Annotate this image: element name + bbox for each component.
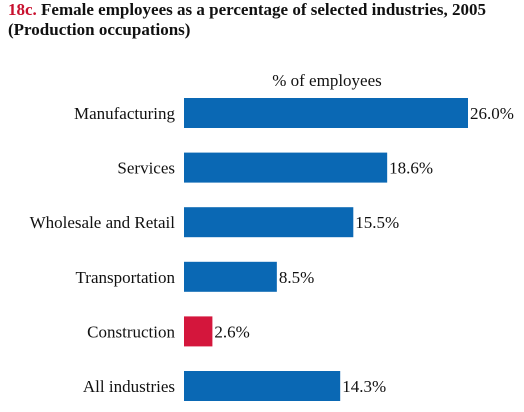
bar-manufacturing (184, 98, 468, 128)
chart-title-text: Female employees as a percentage of sele… (41, 0, 486, 19)
value-label-wholesale-and-retail: 15.5% (355, 213, 399, 232)
bar-construction (184, 316, 213, 347)
bar-services (184, 152, 388, 183)
value-label-services: 18.6% (389, 159, 433, 178)
bar-transportation (184, 261, 277, 292)
category-label-wholesale-and-retail: Wholesale and Retail (30, 213, 176, 232)
chart-number: 18c. (8, 0, 37, 19)
value-label-transportation: 8.5% (279, 268, 314, 287)
bars-group: Manufacturing 26.0% Services 18.6% Wholesale… (30, 98, 514, 401)
value-label-construction: 2.6% (214, 322, 249, 341)
value-label-all-industries: 14.3% (342, 377, 386, 396)
x-axis-label: % of employees (272, 71, 382, 90)
chart-title: 18c. Female employees as a percentage of… (8, 0, 518, 40)
category-label-services: Services (117, 159, 175, 178)
bar-wholesale-and-retail (184, 207, 354, 238)
bar-all-industries (184, 371, 341, 401)
category-label-all-industries: All industries (83, 377, 175, 396)
category-label-construction: Construction (87, 322, 175, 341)
chart-subtitle: (Production occupations) (8, 20, 191, 39)
category-label-transportation: Transportation (76, 268, 176, 287)
category-label-manufacturing: Manufacturing (74, 104, 176, 123)
value-label-manufacturing: 26.0% (470, 104, 514, 123)
